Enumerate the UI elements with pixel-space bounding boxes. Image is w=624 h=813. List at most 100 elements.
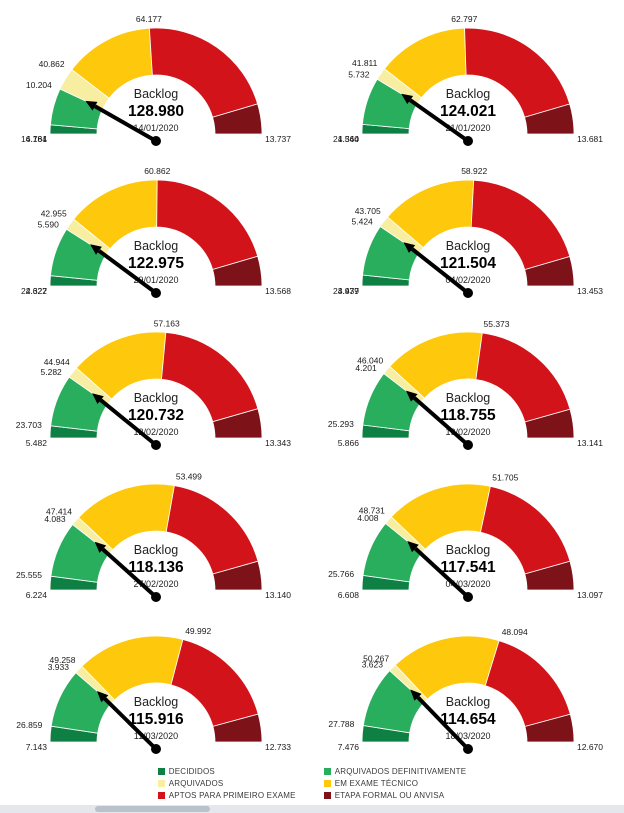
gauge-needle <box>414 547 470 599</box>
scrollbar-thumb[interactable] <box>95 806 210 812</box>
gauge-segment-aptos-para-primeiro-exame[interactable] <box>170 639 259 727</box>
gauge-segment-value-label: 23.437 <box>333 286 359 296</box>
gauge-date: 14/01/2020 <box>133 123 178 133</box>
gauge-title: Backlog <box>446 543 491 557</box>
gauge-segment-etapa-formal-ou-anvisa[interactable] <box>212 255 263 287</box>
gauge-segment-value-label: 5.482 <box>26 438 48 448</box>
legend-item-decididos[interactable]: DECIDIDOS <box>157 767 296 776</box>
gauge-segment-value-label: 3.933 <box>48 662 70 672</box>
gauge-needle-arrowhead <box>92 393 104 404</box>
gauge-needle-pivot <box>463 744 473 754</box>
legend-swatch <box>157 792 165 799</box>
gauge-segment-value-label: 48.731 <box>359 506 385 516</box>
backlog-gauge: 6.608 25.766 4.008 48.731 51.705 13.097 Backlo… <box>312 456 624 608</box>
gauge-backlog-value: 118.136 <box>128 559 184 576</box>
gauge-needle-arrowhead <box>90 244 102 255</box>
backlog-gauge: 4.979 23.437 5.424 43.705 58.922 13.453 Backlo… <box>312 152 624 304</box>
gauge-title: Backlog <box>134 87 179 101</box>
gauge-segment-value-label: 5.732 <box>348 70 370 80</box>
gauge-segment-value-label: 13.343 <box>265 438 291 448</box>
gauge-title: Backlog <box>134 543 179 557</box>
gauge-segment-value-label: 13.453 <box>577 286 603 296</box>
gauge-segment-etapa-formal-ou-anvisa[interactable] <box>524 103 575 135</box>
gauge-needle <box>97 249 158 295</box>
legend-item-etapa-formal-ou-anvisa[interactable]: ETAPA FORMAL OU ANVISA <box>323 791 467 800</box>
gauge-segment-value-label: 5.282 <box>41 367 63 377</box>
gauge-needle-arrowhead <box>401 93 414 105</box>
gauge-title: Backlog <box>446 695 491 709</box>
gauge-segment-value-label: 6.224 <box>26 590 48 600</box>
gauge-segment-value-label: 27.788 <box>328 719 354 729</box>
gauge-segment-value-label: 42.955 <box>41 209 67 219</box>
gauge-segment-value-label: 49.258 <box>50 655 76 665</box>
gauge-date: 04/03/2020 <box>445 579 490 589</box>
legend-item-em-exame-tecnico[interactable]: EM EXAME TÉCNICO <box>323 779 467 788</box>
legend-swatch <box>157 780 165 787</box>
gauge-backlog-value: 117.541 <box>440 559 496 576</box>
gauge-title: Backlog <box>446 87 491 101</box>
gauge-segment-value-label: 64.177 <box>136 14 162 24</box>
gauge-segment-value-label: 40.862 <box>39 59 65 69</box>
gauge-segment-value-label: 4.979 <box>338 286 360 296</box>
gauge-segment-etapa-formal-ou-anvisa[interactable] <box>524 713 575 743</box>
gauge-needle-pivot <box>463 592 473 602</box>
gauge-segment-value-label: 10.204 <box>26 80 52 90</box>
gauge-title: Backlog <box>134 391 179 405</box>
legend-label: APTOS PARA PRIMEIRO EXAME <box>168 791 296 800</box>
gauge-date: 29/01/2020 <box>133 275 178 285</box>
gauge-needle-pivot <box>151 288 161 298</box>
legend-label: ARQUIVADOS DEFINITIVAMENTE <box>334 767 467 776</box>
legend-item-aptos-para-primeiro-exame[interactable]: APTOS PARA PRIMEIRO EXAME <box>157 791 296 800</box>
legend-item-arquivados[interactable]: ARQUIVADOS <box>157 779 296 788</box>
legend-item-arquivados-definitivamente[interactable]: ARQUIVADOS DEFINITIVAMENTE <box>323 767 467 776</box>
gauge-segment-etapa-formal-ou-anvisa[interactable] <box>212 103 263 135</box>
gauge-needle-pivot <box>463 136 473 146</box>
gauge-backlog-value: 124.021 <box>440 103 496 120</box>
gauge-segment-aptos-para-primeiro-exame[interactable] <box>484 640 571 727</box>
gauge-backlog-value: 122.975 <box>128 255 184 272</box>
legend-column: DECIDIDOS ARQUIVADOS APTOS PARA PRIMEIRO E… <box>157 767 296 800</box>
gauge-segment-value-label: 53.499 <box>176 472 202 482</box>
backlog-gauge: 7.476 27.788 3.623 50.267 48.094 12.670 Backlo… <box>312 608 624 760</box>
gauge-needle-pivot <box>463 288 473 298</box>
gauge-segment-etapa-formal-ou-anvisa[interactable] <box>212 560 263 591</box>
gauge-needle <box>416 696 470 751</box>
gauge-segment-etapa-formal-ou-anvisa[interactable] <box>212 713 263 743</box>
gauge-segment-value-label: 21.560 <box>333 134 359 144</box>
gauge-needle <box>94 104 157 143</box>
gauge-needle-arrowhead <box>406 390 418 402</box>
gauge-backlog-value: 115.916 <box>128 711 184 728</box>
legend-label: ETAPA FORMAL OU ANVISA <box>334 791 445 800</box>
gauge-date: 18/03/2020 <box>445 731 490 741</box>
backlog-gauge: 7.143 26.859 3.933 49.258 49.992 12.733 Backlo… <box>0 608 312 760</box>
gauge-needle <box>412 396 470 447</box>
legend-label: DECIDIDOS <box>168 767 215 776</box>
gauge-segment-value-label: 44.944 <box>44 357 70 367</box>
backlog-gauge: 5.482 23.703 5.282 44.944 57.163 13.343 Backlo… <box>0 304 312 456</box>
legend-label: ARQUIVADOS <box>168 779 224 788</box>
horizontal-scrollbar[interactable] <box>0 805 624 813</box>
gauge-backlog-value: 128.980 <box>128 103 184 120</box>
gauge-segment-value-label: 7.476 <box>338 742 360 752</box>
gauge-segment-value-label: 26.859 <box>16 720 42 730</box>
legend-swatch <box>157 768 165 775</box>
gauge-segment-etapa-formal-ou-anvisa[interactable] <box>524 408 575 439</box>
chart-legend: DECIDIDOS ARQUIVADOS APTOS PARA PRIMEIRO E… <box>0 760 624 805</box>
gauge-needle-arrowhead <box>85 100 98 111</box>
gauge-needle-arrowhead <box>97 691 109 703</box>
gauge-segment-etapa-formal-ou-anvisa[interactable] <box>524 256 575 287</box>
gauge-segment-value-label: 4.622 <box>26 286 48 296</box>
gauge-segment-etapa-formal-ou-anvisa[interactable] <box>524 560 575 591</box>
gauge-needle-pivot <box>463 440 473 450</box>
gauge-segment-etapa-formal-ou-anvisa[interactable] <box>212 408 263 439</box>
backlog-gauge: 5.866 25.293 4.201 46.040 55.373 13.141 Backlo… <box>312 304 624 456</box>
gauge-segment-value-label: 60.862 <box>144 166 170 176</box>
gauge-segment-value-label: 5.866 <box>338 438 360 448</box>
gauge-date: 21/01/2020 <box>445 123 490 133</box>
gauge-grid: 4.161 16.784 10.204 40.862 64.177 13.737 Backl… <box>0 14 624 760</box>
